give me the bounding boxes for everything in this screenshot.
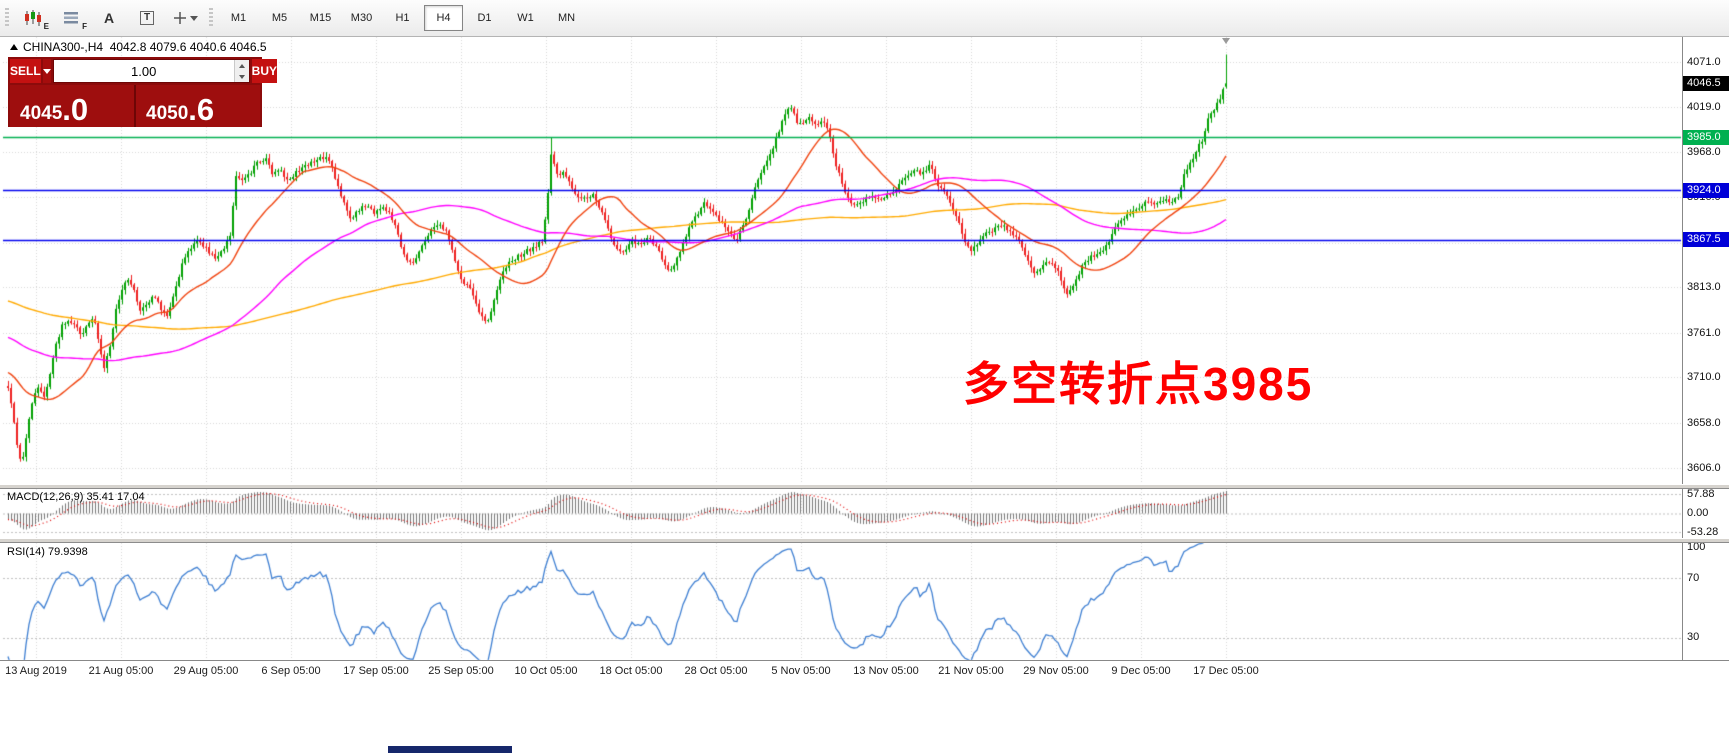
hline-blue-marker: 3867.5 <box>1683 232 1729 248</box>
pane-separator-macd[interactable] <box>0 484 1729 489</box>
dropdown-caret-icon <box>189 15 198 21</box>
price-scale-label: 4071.0 <box>1687 56 1721 68</box>
time-scale-label: 17 Sep 05:00 <box>343 665 409 677</box>
price-scale-label: 3606.0 <box>1687 461 1721 474</box>
buy-price-display[interactable]: 4050 .6 <box>136 85 260 127</box>
trade-prices-row: 4045 .0 4050 .6 <box>10 85 260 127</box>
buy-button[interactable]: BUY <box>251 59 278 83</box>
rsi-label: RSI(14) 79.9398 <box>7 546 88 558</box>
sell-button[interactable]: SELL <box>10 59 41 83</box>
timeframe-button-d1[interactable]: D1 <box>477 12 492 24</box>
timeframe-button-h1[interactable]: H1 <box>395 12 410 24</box>
rsi-scale-label: 70 <box>1687 572 1700 584</box>
sell-price-main: 4045 <box>20 103 63 124</box>
timeframe-button-m1[interactable]: M1 <box>230 12 247 24</box>
price-scale-label: 3813.0 <box>1687 281 1721 294</box>
price-scale-label: 4019.0 <box>1687 101 1721 114</box>
hline-green-marker: 3985.0 <box>1683 129 1729 145</box>
trade-options-caret-button[interactable] <box>42 59 51 83</box>
badge-f: F <box>82 22 87 31</box>
current-price-marker: 4046.5 <box>1683 75 1729 91</box>
time-scale-label: 6 Sep 05:00 <box>261 665 321 677</box>
time-scale-label: 21 Aug 05:00 <box>88 665 154 677</box>
shift-marker-icon <box>1222 38 1230 44</box>
indicator-list-icon[interactable]: F <box>53 4 89 32</box>
timeframe-button-m15[interactable]: M15 <box>309 12 332 24</box>
taskbar-fragment[interactable] <box>388 746 512 753</box>
caret-down-icon <box>238 74 245 79</box>
chart-ohlc-header: CHINA300-,H4 4042.8 4079.6 4040.6 4046.5 <box>10 40 267 54</box>
volume-spinner <box>233 60 249 82</box>
symbol-marker-icon <box>10 44 18 50</box>
candlesticks-glyph <box>25 10 41 26</box>
buy-price-main: 4050 <box>146 103 189 124</box>
volume-increase-button[interactable] <box>235 60 249 71</box>
rsi-scale-label: 100 <box>1687 541 1706 553</box>
price-scale-label: 3710.0 <box>1687 371 1721 384</box>
toolbar-grip <box>209 8 213 28</box>
buy-price-pips: .6 <box>188 91 215 127</box>
caret-up-icon <box>238 63 245 68</box>
macd-scale-label: -53.28 <box>1687 526 1719 538</box>
symbol-ohlc-text: CHINA300-,H4 4042.8 4079.6 4040.6 4046.5 <box>23 40 267 54</box>
time-scale-label: 21 Nov 05:00 <box>938 665 1004 677</box>
sell-price-display[interactable]: 4045 .0 <box>10 85 134 127</box>
macd-scale-label: 0.00 <box>1687 507 1709 519</box>
timeframe-button-m5[interactable]: M5 <box>271 12 288 24</box>
time-scale-label: 29 Nov 05:00 <box>1023 665 1089 677</box>
sell-price-pips: .0 <box>62 91 89 127</box>
timeframe-button-w1[interactable]: W1 <box>517 12 534 24</box>
textbox-icon[interactable]: T <box>129 4 165 32</box>
macd-label: MACD(12,26,9) 35.41 17.04 <box>7 491 145 503</box>
badge-e: E <box>43 22 49 31</box>
price-scale[interactable]: 4071.04019.03968.03916.03864.03813.03761… <box>1682 36 1729 660</box>
pane-separator-rsi[interactable] <box>0 538 1729 543</box>
toolbar-grip <box>5 8 9 28</box>
caret-down-icon <box>42 68 51 74</box>
trade-controls-row: SELL BUY <box>10 59 278 83</box>
volume-input[interactable] <box>53 60 234 82</box>
timeframe-toolbar: M1 M5 M15 M30 H1 H4 D1 W1 MN <box>218 5 587 31</box>
time-scale-label: 25 Sep 05:00 <box>428 665 494 677</box>
time-scale-label: 18 Oct 05:00 <box>599 665 663 677</box>
price-scale-label: 3761.0 <box>1687 326 1721 339</box>
price-scale-label: 3968.0 <box>1687 145 1721 158</box>
rsi-scale-label: 30 <box>1687 631 1700 643</box>
hline-blue-marker: 3924.0 <box>1683 182 1729 198</box>
timeframe-button-h4[interactable]: H4 <box>424 5 463 31</box>
one-click-trading-panel: SELL BUY 4045 .0 <box>8 57 278 127</box>
time-scale[interactable]: 13 Aug 2019 21 Aug 05:00 29 Aug 05:00 6 Sep… <box>0 660 1729 683</box>
time-scale-label: 13 Nov 05:00 <box>853 665 919 677</box>
candlestick-chart-icon[interactable]: E <box>15 4 51 32</box>
time-scale-label: 9 Dec 05:00 <box>1111 665 1171 677</box>
time-scale-label: 28 Oct 05:00 <box>684 665 748 677</box>
timeframe-button-m30[interactable]: M30 <box>350 12 373 24</box>
timeframe-button-mn[interactable]: MN <box>557 12 576 24</box>
macd-scale-label: 57.88 <box>1687 488 1715 500</box>
crosshair-glyph <box>173 12 186 24</box>
volume-box <box>52 59 250 83</box>
time-scale-label: 5 Nov 05:00 <box>771 665 831 677</box>
time-scale-label: 17 Dec 05:00 <box>1193 665 1259 677</box>
text-annotation-icon[interactable]: A <box>103 10 115 26</box>
toolbar: E F A T M1 M5 M15 M30 H1 H4 D1 W1 MN <box>0 0 1729 37</box>
price-divider <box>134 85 136 127</box>
chart-annotation[interactable]: 多空转折点3985 <box>963 358 1314 410</box>
time-scale-label: 10 Oct 05:00 <box>514 665 578 677</box>
time-scale-label: 13 Aug 2019 <box>5 665 67 677</box>
crosshair-tools-icon[interactable] <box>167 4 203 32</box>
time-scale-label: 29 Aug 05:00 <box>173 665 239 677</box>
volume-decrease-button[interactable] <box>235 71 249 82</box>
list-glyph <box>64 12 78 24</box>
price-scale-label: 3658.0 <box>1687 416 1721 429</box>
